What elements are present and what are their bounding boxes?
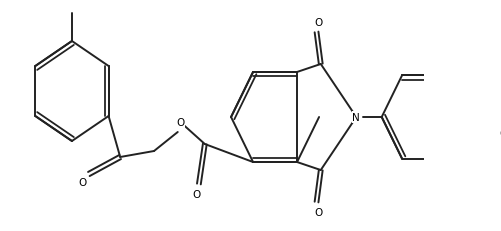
Text: N: N [352,112,360,122]
Text: O: O [78,177,86,187]
Text: O: O [192,189,200,199]
Text: O: O [314,207,322,217]
Text: O: O [499,128,501,138]
Text: O: O [314,18,322,28]
Text: O: O [176,118,184,128]
